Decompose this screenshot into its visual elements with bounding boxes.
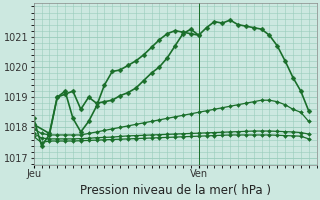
X-axis label: Pression niveau de la mer( hPa ): Pression niveau de la mer( hPa ): [80, 184, 271, 197]
